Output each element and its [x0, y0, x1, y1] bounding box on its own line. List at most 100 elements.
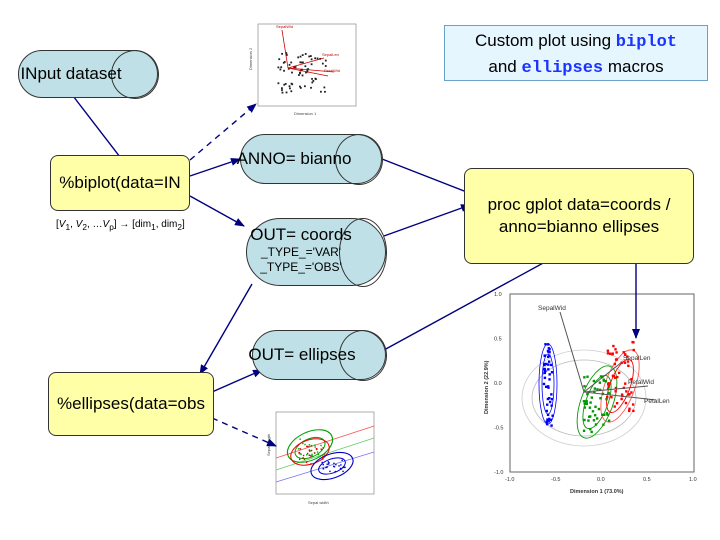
virginica-point: [624, 382, 627, 385]
scatter-point: [324, 90, 326, 93]
scatter-point: [299, 55, 302, 58]
scatter-point: [281, 91, 284, 94]
scatter-point: [306, 452, 309, 455]
ellipses-dataset-label: OUT= ellipses: [248, 345, 356, 364]
arrow-coords-to-gplot: [383, 204, 471, 237]
anno-dataset: ANNO= bianno: [237, 133, 383, 185]
setosa-point: [545, 409, 549, 413]
setosa-point: [547, 420, 550, 423]
scatter-point: [341, 459, 343, 462]
setosa-point: [549, 363, 553, 367]
scatter-point: [316, 448, 318, 450]
title-line-1: Custom plot using biplot: [445, 29, 707, 55]
scatter-point: [279, 68, 282, 71]
virginica-point: [614, 358, 618, 361]
scatter-point: [303, 458, 306, 461]
x-tick-label: -1.0: [505, 477, 514, 483]
versicolor-point: [592, 379, 596, 383]
scatter-point: [306, 445, 308, 448]
virginica-point: [606, 395, 609, 399]
versicolor-point: [585, 399, 588, 403]
scatter-point: [322, 463, 324, 466]
variables-note: [V1, V2, …Vp] → [dim1, dim2]: [56, 219, 185, 232]
scatter-point: [304, 443, 306, 446]
scatter-point: [306, 69, 309, 72]
setosa-point: [550, 371, 554, 374]
setosa-point: [543, 371, 547, 375]
versicolor-point: [605, 412, 609, 415]
virginica-point: [616, 375, 619, 379]
scatter-point: [308, 454, 310, 456]
setosa-point: [549, 418, 552, 422]
versicolor-point: [599, 375, 603, 378]
ellipses-macro-box: %ellipses(data=obs: [48, 372, 214, 436]
biplot-macro-label: %biplot(data=IN: [59, 173, 181, 192]
setosa-point: [547, 386, 550, 389]
arrow-biplot-to-anno: [189, 158, 241, 177]
scatter-point: [320, 448, 322, 450]
versicolor-point: [597, 407, 601, 411]
scatter-point: [340, 468, 343, 470]
versicolor-point: [598, 388, 602, 392]
virginica-point: [613, 376, 617, 379]
setosa-point: [546, 363, 550, 366]
setosa-point: [547, 368, 550, 371]
setosa-point: [545, 420, 548, 424]
virginica-point: [632, 348, 635, 352]
scatter-point: [338, 465, 340, 467]
versicolor-point: [596, 388, 599, 391]
setosa-point: [548, 350, 551, 354]
scatter-point: [320, 449, 323, 451]
scatter-point: [287, 67, 290, 70]
virginica-point: [606, 349, 610, 352]
virginica-point: [632, 409, 635, 413]
scatter-point: [314, 452, 316, 454]
versicolor-point: [594, 423, 598, 426]
y-tick-label: -0.5: [494, 426, 503, 432]
scatter-point: [302, 454, 305, 457]
virginica-point: [628, 393, 631, 396]
scatter-point: [285, 53, 288, 56]
scatter-point: [328, 462, 330, 464]
label-sepal-wid: SepalWid: [538, 305, 566, 312]
virginica-point: [626, 360, 630, 363]
scatter-point: [342, 470, 344, 473]
virginica-point: [628, 407, 631, 410]
setosa-point: [550, 404, 553, 407]
scatter-point: [283, 83, 286, 86]
virginica-point: [613, 405, 616, 408]
scatter-point: [311, 81, 314, 84]
scatter-point: [311, 453, 313, 456]
title-suffix: macros: [607, 57, 664, 76]
svg-text:Dimension 1: Dimension 1: [294, 111, 317, 116]
svg-text:PetalWid: PetalWid: [324, 68, 340, 73]
y-tick-label: 0.0: [494, 381, 502, 387]
setosa-point: [546, 397, 550, 401]
scatter-point: [285, 52, 288, 54]
title-macro-biplot: biplot: [615, 33, 678, 52]
scatter-point: [308, 449, 311, 451]
virginica-point: [624, 401, 628, 405]
scatter-point: [312, 80, 315, 82]
scatter-point: [298, 74, 300, 76]
scatter-point: [299, 86, 302, 89]
setosa-point: [547, 360, 551, 363]
scatter-point: [322, 458, 324, 460]
scatter-point: [308, 445, 310, 448]
virginica-point: [620, 393, 624, 396]
scatter-point: [322, 467, 325, 470]
scatter-point: [310, 455, 312, 457]
virginica-point: [625, 390, 628, 393]
virginica-point: [612, 344, 615, 348]
virginica-point: [607, 385, 610, 388]
scatter-point: [343, 466, 345, 469]
scatter-point: [305, 461, 308, 464]
title-box: Custom plot using biplot and ellipses ma…: [444, 25, 708, 81]
input-dataset: INput dataset: [18, 49, 159, 99]
versicolor-point: [590, 430, 593, 434]
scatter-point: [301, 54, 304, 56]
scatter-point: [288, 63, 291, 66]
scatter-point: [288, 85, 291, 88]
scatter-point: [333, 462, 335, 465]
versicolor-point: [582, 429, 586, 432]
